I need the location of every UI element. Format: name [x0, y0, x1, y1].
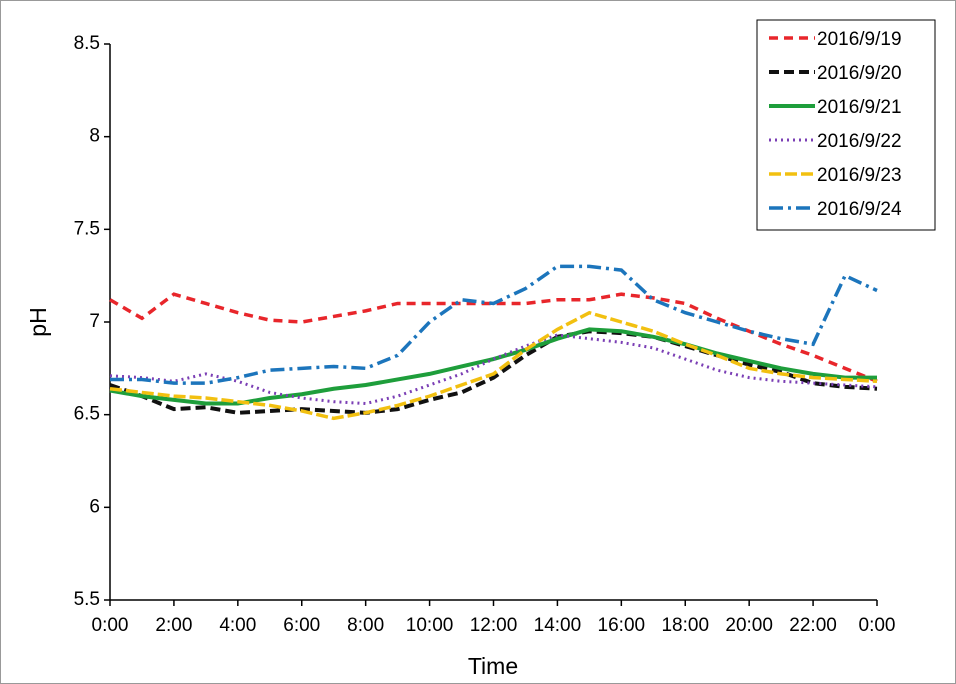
x-tick-label: 2:00 — [155, 615, 192, 636]
y-axis-title: pH — [25, 307, 51, 336]
series-line — [109, 329, 878, 415]
x-tick-label: 4:00 — [219, 615, 256, 636]
x-tick-label: 16:00 — [598, 615, 646, 636]
x-tick-label: 6:00 — [283, 615, 320, 636]
x-tick-label: 14:00 — [534, 615, 582, 636]
series-line — [109, 333, 878, 406]
x-tick-label: 12:00 — [470, 615, 518, 636]
legend-label: 2016/9/24 — [817, 199, 902, 220]
legend-label: 2016/9/20 — [817, 63, 902, 84]
x-tick-label: 22:00 — [789, 615, 837, 636]
series-line — [109, 327, 877, 406]
series-line — [110, 264, 878, 385]
y-tick-label: 6.5 — [74, 404, 100, 425]
x-tick-label: 18:00 — [661, 615, 709, 636]
legend-label: 2016/9/19 — [817, 29, 902, 50]
y-tick-label: 8.5 — [74, 33, 100, 54]
x-tick-label: 20:00 — [725, 615, 773, 636]
legend-label: 2016/9/23 — [817, 165, 902, 186]
x-tick-label: 10:00 — [406, 615, 454, 636]
x-tick-label: 8:00 — [347, 615, 384, 636]
x-axis-title: Time — [468, 653, 518, 679]
y-tick-label: 5.5 — [74, 589, 100, 610]
series-line — [109, 292, 878, 383]
y-tick-label: 7.5 — [74, 218, 100, 239]
y-tick-label: 7 — [89, 311, 100, 332]
series-line — [109, 310, 878, 421]
x-tick-label: 0:00 — [92, 615, 129, 636]
y-tick-label: 8 — [89, 126, 100, 147]
legend-label: 2016/9/21 — [817, 97, 902, 118]
legend-label: 2016/9/22 — [817, 131, 902, 152]
y-tick-label: 6 — [89, 496, 100, 517]
x-tick-label: 0:00 — [859, 615, 896, 636]
legend-box — [756, 19, 936, 231]
